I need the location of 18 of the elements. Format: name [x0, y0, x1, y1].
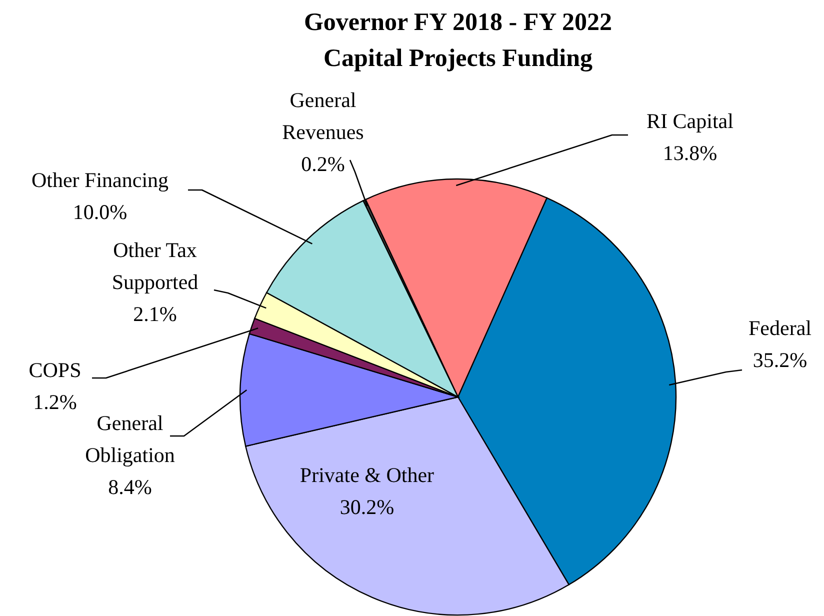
slice-label: Private & Other: [300, 463, 434, 487]
data-label: 35.2%: [752, 348, 808, 372]
slice-label: Federal: [748, 316, 812, 340]
slice-label: General Obligation: [85, 411, 176, 467]
data-label: 0.2%: [301, 152, 345, 176]
chart-title: Governor FY 2018 - FY 2022: [304, 9, 612, 36]
data-label: 2.1%: [133, 302, 177, 326]
chart-subtitle: Capital Projects Funding: [324, 45, 593, 72]
slice-label: Other Financing: [31, 168, 170, 192]
slice-label: Other Tax Supported: [112, 238, 199, 294]
data-label: 8.4%: [108, 475, 152, 499]
slice-label: RI Capital: [646, 109, 734, 133]
slice-label: General Revenues: [282, 88, 364, 144]
slice-label: COPS: [28, 358, 82, 382]
data-label: 1.2%: [33, 390, 77, 414]
data-label: 10.0%: [72, 200, 128, 224]
data-label: 30.2%: [340, 495, 394, 519]
data-label: 13.8%: [662, 141, 718, 165]
